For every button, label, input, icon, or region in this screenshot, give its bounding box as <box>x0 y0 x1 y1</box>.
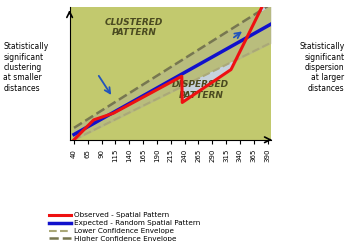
Text: CLUSTERED
PATTERN: CLUSTERED PATTERN <box>105 18 163 37</box>
Legend: Observed - Spatial Pattern, Expected - Random Spatial Pattern, Lower Confidence : Observed - Spatial Pattern, Expected - R… <box>49 212 200 241</box>
Text: Statistically
significant
clustering
at smaller
distances: Statistically significant clustering at … <box>3 42 49 93</box>
Text: Statistically
significant
dispersion
at larger
distances: Statistically significant dispersion at … <box>299 42 345 93</box>
Text: DISPERSED
PATTERN: DISPERSED PATTERN <box>172 80 229 100</box>
